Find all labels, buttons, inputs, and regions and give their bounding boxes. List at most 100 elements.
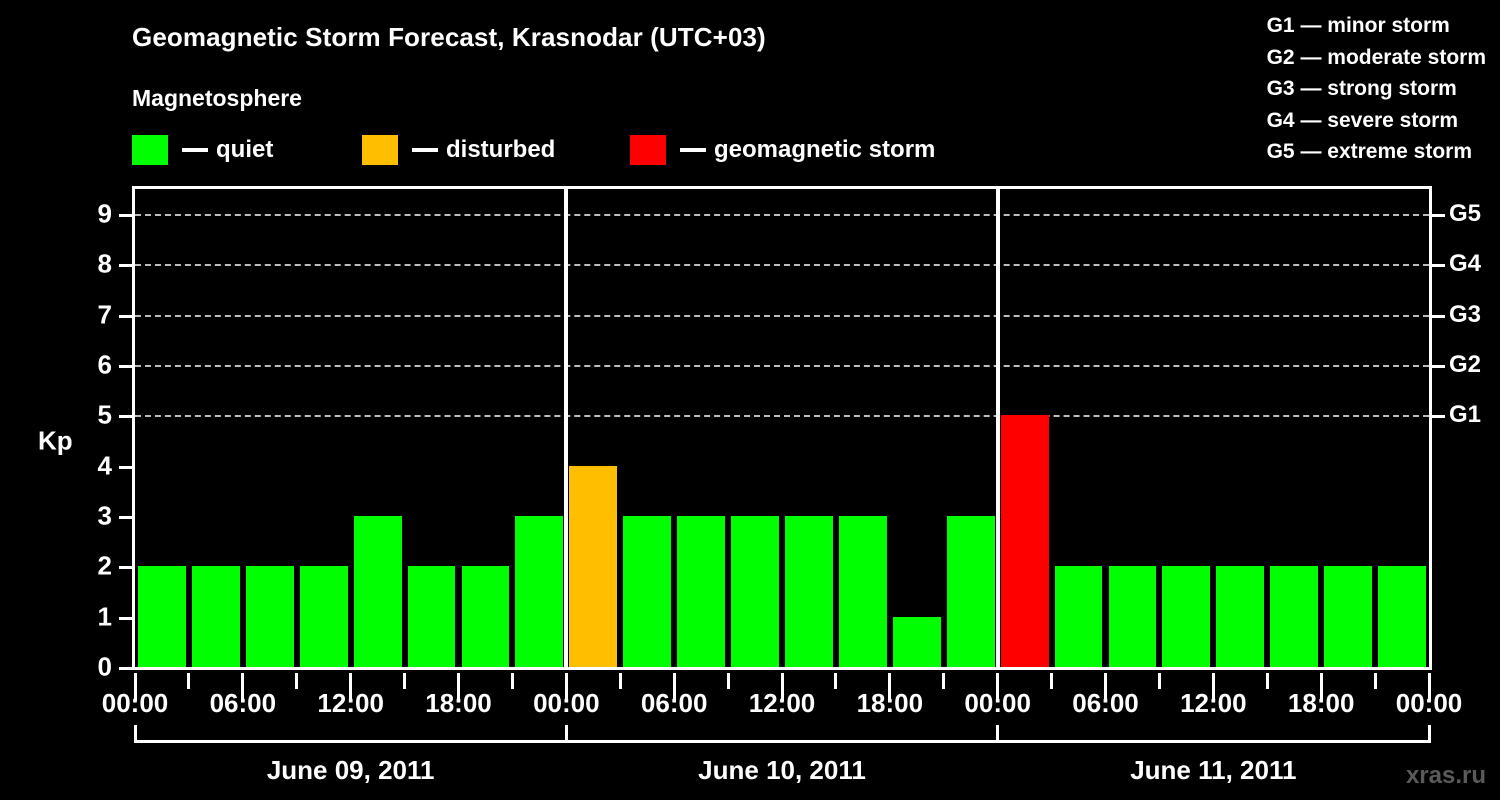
day-bracket-cap	[564, 725, 568, 743]
x-tick-major	[1211, 673, 1215, 701]
x-tick-minor	[510, 673, 514, 689]
y-tick-0	[119, 667, 132, 670]
y-tick-8	[119, 264, 132, 268]
bar	[1000, 415, 1049, 667]
g-tick-G2	[1432, 365, 1445, 369]
y-tick-label-7: 7	[97, 299, 112, 330]
bar	[299, 566, 348, 667]
x-tick-label: 06:00	[209, 688, 277, 718]
bar	[1054, 566, 1103, 667]
legend-item-1: disturbed	[362, 133, 555, 167]
bar	[677, 516, 726, 667]
x-tick-minor	[942, 673, 946, 689]
x-tick-label: 00:00	[964, 688, 1031, 718]
x-tick-major	[672, 673, 676, 701]
legend-swatch-storm	[630, 135, 666, 165]
legend-label: quiet	[216, 136, 274, 163]
g-scale-row-2: G2 — moderate storm	[1266, 45, 1486, 69]
x-tick-major	[996, 673, 1000, 701]
x-tick-minor	[187, 673, 191, 689]
g-tick-label-G3: G3	[1449, 300, 1482, 328]
y-tick-label-9: 9	[97, 198, 112, 229]
x-tick-minor	[403, 673, 407, 689]
subtitle-magnetosphere: Magnetosphere	[132, 85, 302, 111]
y-tick-label-6: 6	[97, 349, 112, 380]
g-tick-label-G2: G2	[1449, 351, 1482, 379]
x-tick-label: 18:00	[425, 688, 492, 718]
x-tick-minor	[295, 673, 299, 689]
y-tick-7	[119, 314, 132, 318]
day-bracket-cap	[133, 725, 137, 743]
x-tick-label: 06:00	[640, 688, 708, 718]
day-bracket	[566, 740, 998, 743]
g-tick-G3	[1432, 314, 1445, 318]
legend-dash-icon	[412, 148, 438, 152]
g-tick-label-G5: G5	[1449, 200, 1482, 228]
y-tick-5	[119, 415, 132, 419]
x-tick-major	[564, 673, 568, 701]
g-tick-G1	[1432, 415, 1445, 419]
bar	[515, 516, 564, 667]
y-tick-2	[119, 566, 132, 570]
day-bracket	[997, 740, 1429, 743]
y-tick-label-8: 8	[97, 248, 112, 279]
page-title: Geomagnetic Storm Forecast, Krasnodar (U…	[132, 22, 766, 52]
legend-dash-icon	[680, 148, 706, 152]
gridline-kp-8	[135, 264, 1429, 267]
x-tick-major	[1427, 673, 1431, 701]
day-bracket-cap	[1427, 725, 1431, 743]
bar	[191, 566, 240, 667]
bar	[838, 516, 887, 667]
gridline-kp-6	[135, 365, 1429, 368]
legend-label: disturbed	[446, 136, 556, 163]
x-tick-minor	[1157, 673, 1161, 689]
x-tick-major	[241, 673, 245, 701]
x-tick-minor	[726, 673, 730, 689]
y-tick-label-3: 3	[97, 500, 112, 531]
x-tick-major	[349, 673, 353, 701]
x-tick-major	[1319, 673, 1323, 701]
day-label: June 09, 2011	[266, 755, 435, 785]
x-tick-label: 06:00	[1072, 688, 1139, 718]
bar	[1378, 566, 1426, 667]
day-label: June 11, 2011	[1130, 755, 1297, 785]
bar	[731, 516, 779, 667]
legend-label: geomagnetic storm	[714, 136, 936, 163]
g-scale-row-5: G5 — extreme storm	[1266, 140, 1473, 163]
bar	[245, 566, 294, 667]
y-tick-6	[119, 365, 132, 369]
bar	[892, 616, 941, 667]
g-scale-row-4: G4 — severe storm	[1266, 108, 1459, 132]
day-label: June 10, 2011	[698, 755, 866, 785]
g-tick-label-G1: G1	[1449, 401, 1482, 429]
day-bracket-cap	[996, 725, 1000, 743]
g-scale-row-1: G1 — minor storm	[1266, 14, 1450, 37]
bar	[785, 516, 833, 667]
bar	[1162, 566, 1211, 667]
x-tick-label: 18:00	[1287, 688, 1355, 718]
bar	[623, 516, 672, 667]
chart-plot-area	[132, 186, 1432, 670]
y-tick-4	[119, 465, 132, 469]
bar	[461, 566, 510, 667]
x-tick-label: 00:00	[533, 688, 600, 718]
x-tick-major	[457, 673, 460, 701]
legend-swatch-disturbed	[362, 135, 398, 165]
g-tick-label-G4: G4	[1449, 250, 1482, 278]
bar	[138, 566, 186, 667]
x-tick-minor	[834, 673, 838, 689]
x-tick-minor	[1050, 673, 1054, 689]
x-tick-major	[888, 673, 892, 701]
bar	[1216, 566, 1265, 667]
y-tick-label-1: 1	[97, 601, 112, 632]
legend-swatch-quiet	[132, 135, 168, 165]
x-tick-minor	[618, 673, 622, 689]
y-tick-label-4: 4	[97, 450, 112, 481]
bar	[569, 465, 618, 667]
x-tick-minor	[1373, 673, 1377, 689]
y-tick-label-0: 0	[97, 651, 112, 682]
gridline-kp-9	[135, 214, 1429, 217]
x-tick-label: 12:00	[1180, 688, 1247, 718]
g-scale-legend: G1 — minor storm G2 — moderate storm G3 — …	[1267, 10, 1486, 168]
bar	[1108, 566, 1157, 667]
